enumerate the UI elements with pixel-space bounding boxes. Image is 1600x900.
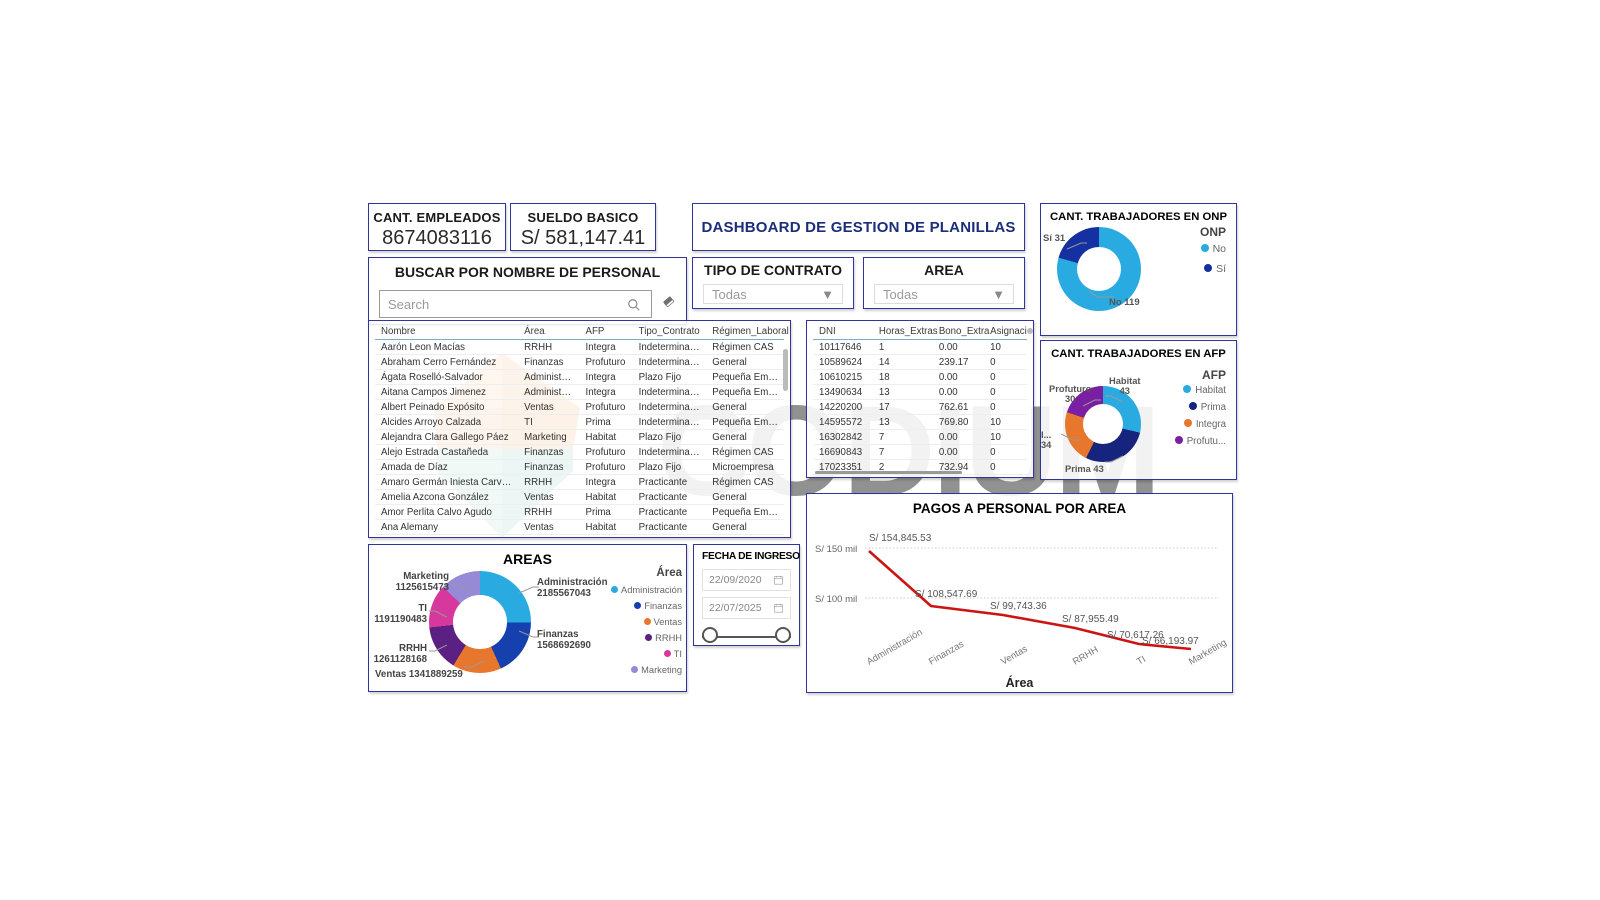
- svg-text:TI: TI: [1135, 654, 1148, 668]
- svg-text:S/ 154,845.53: S/ 154,845.53: [869, 533, 932, 544]
- svg-text:Finanzas: Finanzas: [927, 639, 966, 668]
- svg-text:S/ 108,547.69: S/ 108,547.69: [915, 589, 978, 600]
- svg-text:Administración: Administración: [865, 627, 924, 668]
- svg-text:S/ 150 mil: S/ 150 mil: [815, 544, 857, 555]
- svg-text:S/ 66,193.97: S/ 66,193.97: [1142, 636, 1199, 647]
- svg-text:S/ 87,955.49: S/ 87,955.49: [1062, 614, 1119, 625]
- svg-text:S/ 99,743.36: S/ 99,743.36: [990, 601, 1047, 612]
- svg-text:RRHH: RRHH: [1071, 644, 1100, 667]
- svg-text:S/ 100 mil: S/ 100 mil: [815, 594, 857, 605]
- svg-text:Ventas: Ventas: [999, 643, 1030, 667]
